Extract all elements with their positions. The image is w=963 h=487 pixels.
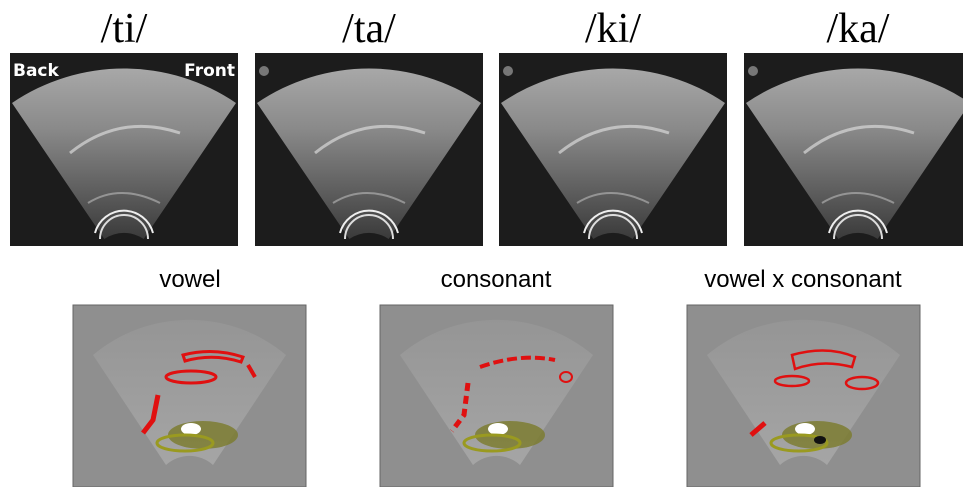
panel-title: /ti/ <box>101 6 148 52</box>
panel-title: /ta/ <box>342 6 396 52</box>
figure: /ti/ /ta/ /ki/ /ka/ Back Front vowel con… <box>0 0 963 487</box>
ultrasound-image <box>255 53 483 246</box>
ultrasound-image <box>499 53 727 246</box>
panel-title: /ki/ <box>585 6 641 52</box>
ultrasound-image <box>10 53 238 246</box>
ultrasound-image <box>744 53 963 246</box>
statistic-map <box>380 305 613 487</box>
panel-title: vowel <box>159 266 220 293</box>
panel-title: vowel x consonant <box>704 266 902 293</box>
orientation-label: Front <box>184 61 235 81</box>
orientation-label: Back <box>13 61 60 81</box>
panel-title: /ka/ <box>827 6 890 52</box>
statistic-map <box>73 305 306 487</box>
panel-title: consonant <box>441 266 552 293</box>
statistic-map <box>687 305 920 487</box>
